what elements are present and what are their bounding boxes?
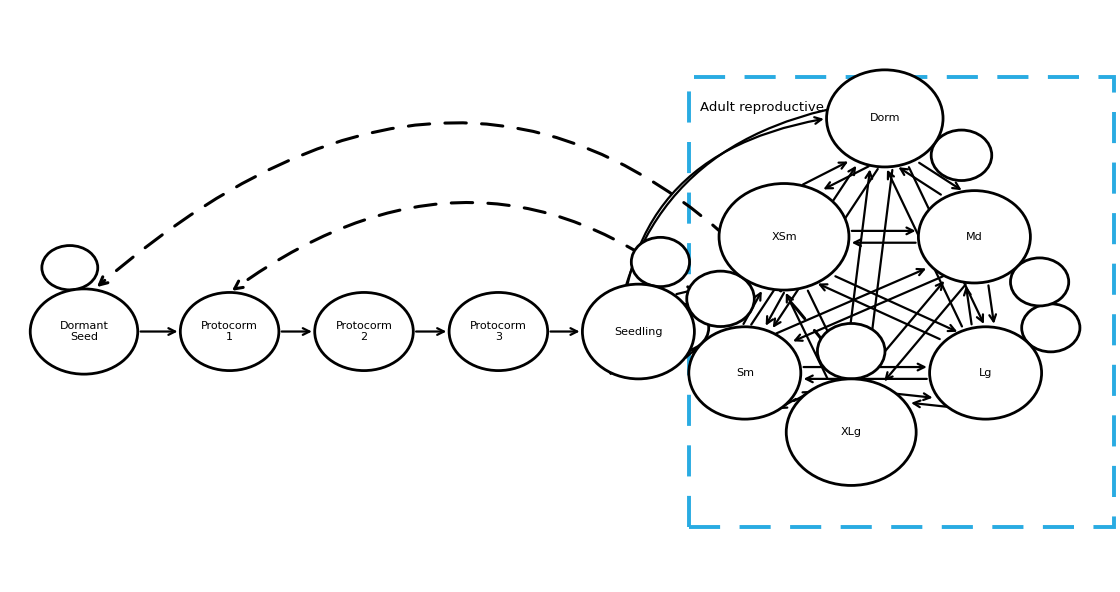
Text: Dormant
Seed: Dormant Seed — [59, 321, 109, 342]
Text: Dorm: Dorm — [869, 114, 900, 123]
Text: Protocorm
3: Protocorm 3 — [470, 321, 526, 342]
Ellipse shape — [315, 292, 413, 371]
Text: XSm: XSm — [772, 232, 796, 242]
Text: Lg: Lg — [979, 368, 992, 378]
Ellipse shape — [918, 191, 1030, 283]
Ellipse shape — [687, 271, 754, 327]
Text: XLg: XLg — [841, 427, 861, 437]
Text: Protocorm
2: Protocorm 2 — [336, 321, 392, 342]
Text: Sm: Sm — [736, 368, 754, 378]
Ellipse shape — [41, 246, 97, 290]
Ellipse shape — [449, 292, 548, 371]
Ellipse shape — [931, 130, 991, 181]
Ellipse shape — [30, 289, 138, 374]
Ellipse shape — [818, 323, 885, 379]
Ellipse shape — [930, 327, 1042, 419]
Ellipse shape — [1021, 304, 1080, 352]
Bar — [689, 77, 1114, 527]
Ellipse shape — [689, 327, 801, 419]
Ellipse shape — [582, 284, 694, 379]
Ellipse shape — [632, 237, 690, 287]
Text: Seedling: Seedling — [614, 327, 663, 336]
Ellipse shape — [719, 184, 849, 290]
Ellipse shape — [651, 304, 709, 352]
Ellipse shape — [1010, 258, 1068, 306]
Text: Md: Md — [967, 232, 982, 242]
Text: Protocorm
1: Protocorm 1 — [202, 321, 258, 342]
Text: Adult reproductive classes: Adult reproductive classes — [700, 101, 876, 114]
Ellipse shape — [180, 292, 279, 371]
Ellipse shape — [786, 379, 916, 485]
Ellipse shape — [827, 70, 943, 167]
